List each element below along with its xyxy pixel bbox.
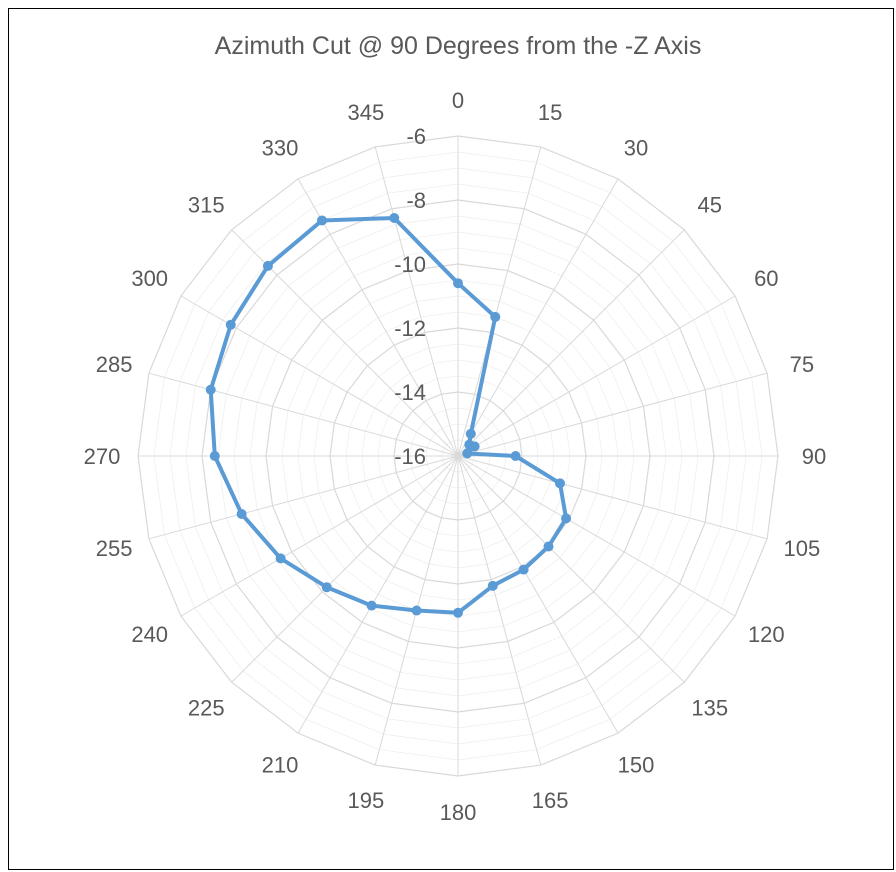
grid-spoke bbox=[457, 455, 619, 734]
angle-tick-label: 240 bbox=[131, 622, 168, 647]
radial-tick-label: -10 bbox=[394, 252, 426, 277]
angle-tick-label: 135 bbox=[691, 696, 728, 721]
angle-tick-label: 345 bbox=[348, 100, 385, 125]
data-point bbox=[225, 319, 236, 330]
angle-tick-label: 210 bbox=[262, 752, 299, 777]
angle-tick-label: 60 bbox=[754, 266, 778, 291]
angle-tick-label: 30 bbox=[624, 136, 648, 161]
radial-tick-label: -8 bbox=[406, 188, 426, 213]
grid-spoke bbox=[374, 146, 459, 457]
radial-tick-labels: -6 -8 -10 -12 -14 -16 bbox=[394, 124, 426, 469]
angle-tick-label: 165 bbox=[532, 788, 569, 813]
angle-tick-label: 120 bbox=[748, 622, 785, 647]
grid-spoke bbox=[457, 295, 736, 457]
grid-spoke bbox=[457, 455, 685, 683]
data-point bbox=[321, 582, 332, 593]
angle-tick-label: 225 bbox=[188, 696, 225, 721]
data-point bbox=[453, 278, 463, 289]
grid-spoke bbox=[457, 455, 736, 617]
grid-spoke bbox=[457, 455, 768, 540]
grid-spoke bbox=[297, 178, 459, 457]
angle-tick-label: 255 bbox=[96, 536, 133, 561]
angle-tick-label: 105 bbox=[784, 536, 821, 561]
data-point bbox=[411, 605, 422, 616]
angle-tick-label: 150 bbox=[618, 752, 655, 777]
data-point bbox=[510, 451, 521, 461]
grid-spoke bbox=[457, 372, 768, 457]
angle-tick-label: 180 bbox=[440, 800, 477, 825]
angle-tick-label: 285 bbox=[96, 352, 133, 377]
data-point bbox=[453, 607, 463, 618]
grid-spoke bbox=[457, 229, 685, 457]
data-point bbox=[465, 428, 476, 439]
data-point bbox=[518, 564, 529, 575]
grid-spoke bbox=[180, 455, 459, 617]
data-point bbox=[205, 384, 216, 395]
radial-tick-label: -6 bbox=[406, 124, 426, 149]
data-point bbox=[543, 541, 554, 552]
grid-spoke bbox=[457, 178, 619, 457]
grid-spoke bbox=[148, 372, 459, 457]
data-point bbox=[490, 311, 501, 322]
data-point bbox=[561, 513, 572, 524]
grid-spoke bbox=[231, 455, 459, 683]
data-series bbox=[205, 213, 572, 618]
angle-tick-label: 45 bbox=[697, 192, 721, 217]
grid-spoke bbox=[457, 455, 542, 766]
data-point bbox=[366, 600, 377, 611]
angle-labels: 0 15 30 45 60 75 90 105 120 135 150 165 180 195 210 225… bbox=[84, 88, 827, 825]
grid-spoke bbox=[148, 455, 459, 540]
angle-tick-label: 300 bbox=[131, 266, 168, 291]
angle-tick-label: 330 bbox=[262, 136, 299, 161]
data-point bbox=[487, 580, 498, 591]
angle-spokes bbox=[138, 136, 778, 776]
angle-tick-label: 75 bbox=[790, 352, 814, 377]
data-point bbox=[389, 213, 400, 223]
data-point bbox=[469, 441, 480, 452]
chart-frame bbox=[8, 8, 894, 870]
data-point bbox=[236, 508, 247, 519]
radial-tick-label: -16 bbox=[394, 444, 426, 469]
angle-tick-label: 0 bbox=[452, 88, 464, 113]
angle-tick-label: 315 bbox=[188, 192, 225, 217]
data-point bbox=[262, 260, 273, 271]
chart-title: Azimuth Cut @ 90 Degrees from the -Z Axi… bbox=[215, 32, 702, 60]
data-point bbox=[275, 553, 286, 564]
data-point bbox=[317, 215, 327, 226]
angle-tick-label: 195 bbox=[348, 788, 385, 813]
grid-spoke bbox=[457, 146, 542, 457]
angle-tick-label: 15 bbox=[538, 100, 562, 125]
data-point bbox=[555, 478, 565, 489]
data-point bbox=[462, 448, 473, 459]
data-point bbox=[209, 451, 220, 461]
radial-tick-label: -14 bbox=[394, 380, 426, 405]
angle-tick-label: 90 bbox=[802, 444, 826, 469]
angle-tick-label: 270 bbox=[84, 444, 121, 469]
radial-tick-label: -12 bbox=[394, 316, 426, 341]
grid-spoke bbox=[297, 455, 459, 734]
